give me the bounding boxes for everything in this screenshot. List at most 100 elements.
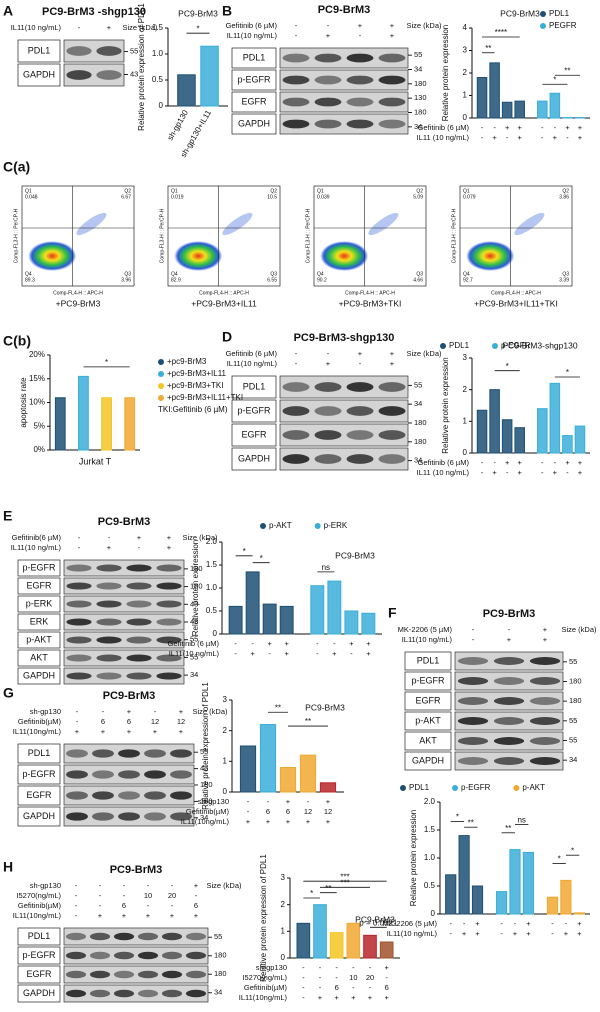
size-label: 43	[200, 764, 208, 773]
chart-title: PC9-BrM3	[335, 550, 375, 560]
bar	[279, 766, 297, 793]
band	[346, 406, 374, 416]
bar	[327, 580, 342, 635]
size-header: Size (kDa)	[182, 533, 218, 542]
condition-value: -	[472, 625, 475, 634]
band	[282, 454, 310, 464]
blot-strip	[279, 113, 409, 135]
band-label: PDL1	[243, 52, 266, 62]
y-tick-label: 1	[223, 756, 228, 765]
legend-marker	[158, 383, 164, 389]
bar	[514, 100, 525, 119]
y-tick-label: 0.5	[424, 881, 436, 890]
chart-title: PC9-BrM3	[178, 8, 218, 18]
legend-marker	[440, 343, 446, 349]
band	[529, 717, 561, 725]
size-label: 34	[414, 122, 422, 131]
blot-strip	[279, 399, 409, 423]
legend-marker	[492, 343, 499, 349]
condition-value: 6	[101, 717, 105, 726]
bar	[501, 419, 513, 454]
band	[118, 791, 140, 800]
cell-cloud	[28, 241, 77, 271]
band	[282, 119, 310, 129]
band	[89, 989, 111, 998]
y-tick-label: 1	[281, 926, 286, 935]
condition-value: -	[316, 639, 319, 648]
condition-name: Gefitinib (6 µM)	[418, 458, 470, 467]
band	[346, 430, 374, 440]
condition-value: 20	[366, 973, 374, 982]
blot-title: PC9-BrM3	[483, 608, 536, 620]
band	[96, 564, 122, 572]
size-label: 180	[569, 676, 582, 685]
flow-x-label: Comp-FL4-H :: APC-H	[53, 290, 103, 296]
significance-label: ****	[495, 28, 507, 37]
band-label-box	[17, 946, 61, 965]
band	[66, 618, 92, 626]
bar	[54, 397, 66, 451]
band	[137, 989, 159, 998]
band-label: p-AKT	[415, 715, 441, 725]
band	[378, 97, 406, 107]
chart-title: PC9-BrM3	[305, 702, 345, 712]
band-label: GAPDH	[238, 118, 270, 128]
significance-label: *	[558, 855, 561, 864]
blot-title: PC9-BrM3	[318, 4, 371, 16]
blot-strip	[63, 649, 185, 667]
flow-sample: +PC9-BrM3+IL11	[191, 298, 257, 308]
condition-value: +	[122, 911, 127, 920]
quadrant-label: Q4	[171, 271, 178, 277]
significance-label: *	[105, 358, 108, 367]
band	[185, 970, 207, 979]
band-label-box	[17, 667, 61, 685]
significance-label: p = 0.0521	[359, 918, 398, 927]
band	[493, 737, 525, 745]
band-label: GAPDH	[23, 811, 55, 821]
condition-name: sh-gp130	[256, 963, 287, 972]
band	[529, 657, 561, 665]
size-label: 55	[214, 932, 222, 941]
size-label: 55	[414, 380, 422, 389]
condition-value: +	[366, 639, 371, 648]
y-axis-label: Relative protein expression	[441, 357, 450, 454]
band	[170, 749, 192, 758]
condition-value: -	[449, 919, 452, 928]
condition-value: +	[167, 533, 172, 542]
quadrant-label: Q1	[171, 188, 178, 194]
legend-marker	[158, 395, 164, 401]
condition-name: IL11(10ng/mL)	[181, 817, 230, 826]
chart-title: PC9-BrM3-shgp130	[502, 340, 577, 350]
band	[66, 749, 88, 758]
band	[96, 672, 122, 680]
quadrant-label: Q1	[317, 188, 324, 194]
y-tick-label: 10%	[29, 398, 45, 407]
condition-value: +	[284, 649, 289, 658]
y-tick-label: 2	[463, 68, 468, 77]
band-label-box	[231, 447, 277, 471]
panel-label: C(b)	[3, 333, 31, 349]
significance-label: ns	[517, 816, 525, 825]
flow-plot	[21, 185, 135, 287]
band	[66, 791, 88, 800]
condition-value: 10	[349, 973, 357, 982]
band-label-box	[17, 631, 61, 649]
bar	[537, 408, 548, 454]
legend-label: p-AKT	[269, 521, 292, 530]
quadrant-value: 92.7	[463, 277, 473, 283]
bar	[471, 885, 484, 915]
band	[137, 932, 159, 941]
y-tick-label: 0.5	[206, 606, 218, 615]
condition-name: IL11 (10 ng/mL)	[417, 468, 470, 477]
condition-value: +	[98, 911, 103, 920]
condition-value: -	[500, 919, 503, 928]
condition-value: +	[513, 929, 518, 938]
condition-value: -	[78, 23, 81, 32]
size-label: 55	[200, 747, 208, 756]
band	[314, 454, 342, 464]
condition-name: sh-gp130	[30, 881, 61, 890]
condition-value: +	[462, 929, 467, 938]
chart-title: PC9-BrM3	[355, 914, 395, 924]
significance-label: *	[310, 889, 313, 898]
condition-value: -	[99, 901, 102, 910]
